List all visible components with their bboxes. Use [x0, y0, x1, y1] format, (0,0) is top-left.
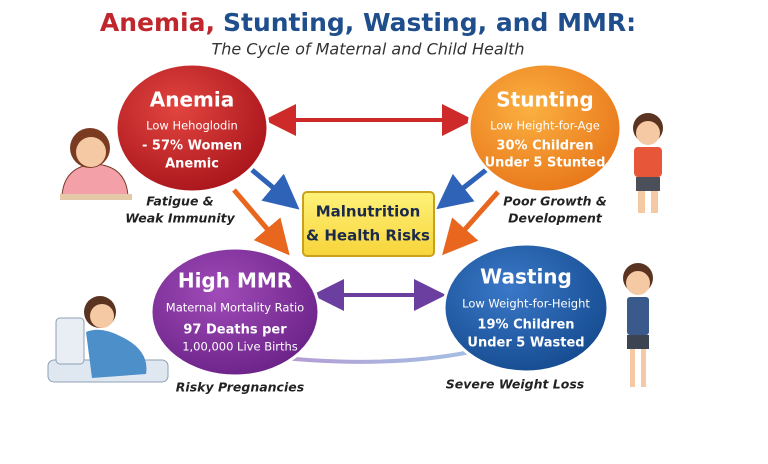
node-circle — [149, 246, 321, 378]
boy-illustration — [633, 113, 663, 213]
node-line: Low Weight-for-Height — [462, 297, 590, 311]
node-line: 30% Children — [496, 139, 593, 154]
arrow — [436, 168, 488, 210]
title-part: Anemia, — [100, 8, 215, 37]
caption: Risky Pregnancies — [176, 380, 304, 395]
caption: Weak Immunity — [125, 211, 235, 226]
node-title: Anemia — [150, 88, 234, 112]
arrow — [442, 190, 500, 256]
caption: Poor Growth & — [503, 194, 607, 209]
center-text: & Health Risks — [306, 227, 430, 245]
node-line: Low Height-for-Age — [490, 119, 600, 133]
woman-illustration — [60, 128, 132, 200]
center-text: Malnutrition — [316, 203, 421, 221]
node-title: High MMR — [178, 269, 292, 293]
node-line: Under 5 Wasted — [467, 336, 584, 351]
subtitle: The Cycle of Maternal and Child Health — [211, 40, 524, 59]
caption: Development — [508, 211, 603, 226]
node-line: - 57% Women — [142, 139, 242, 154]
arrow — [250, 168, 300, 210]
node-line: Maternal Mortality Ratio — [166, 301, 304, 315]
node-title: Wasting — [480, 265, 572, 289]
node-line: Anemic — [165, 157, 219, 172]
node-line: 97 Deaths per — [183, 323, 287, 338]
node-circle — [467, 62, 623, 194]
caption: Fatigue & — [146, 194, 213, 209]
node-line: Under 5 Stunted — [485, 156, 606, 171]
thin-boy-illustration — [623, 263, 653, 387]
arrow — [232, 188, 290, 256]
node-line: 19% Children — [477, 318, 574, 333]
node-line: Low Hehoglodin — [146, 119, 238, 133]
center-box — [302, 191, 435, 257]
pregnant-woman-illustration — [47, 296, 169, 383]
node-circle — [114, 62, 270, 194]
node-line: 1,00,000 Live Births — [182, 340, 298, 354]
title-part: Stunting, Wasting, and MMR: — [223, 8, 636, 37]
node-title: Stunting — [496, 88, 593, 112]
node-circle — [442, 242, 610, 374]
title: Anemia, Stunting, Wasting, and MMR: — [100, 8, 636, 37]
caption: Severe Weight Loss — [446, 377, 584, 392]
